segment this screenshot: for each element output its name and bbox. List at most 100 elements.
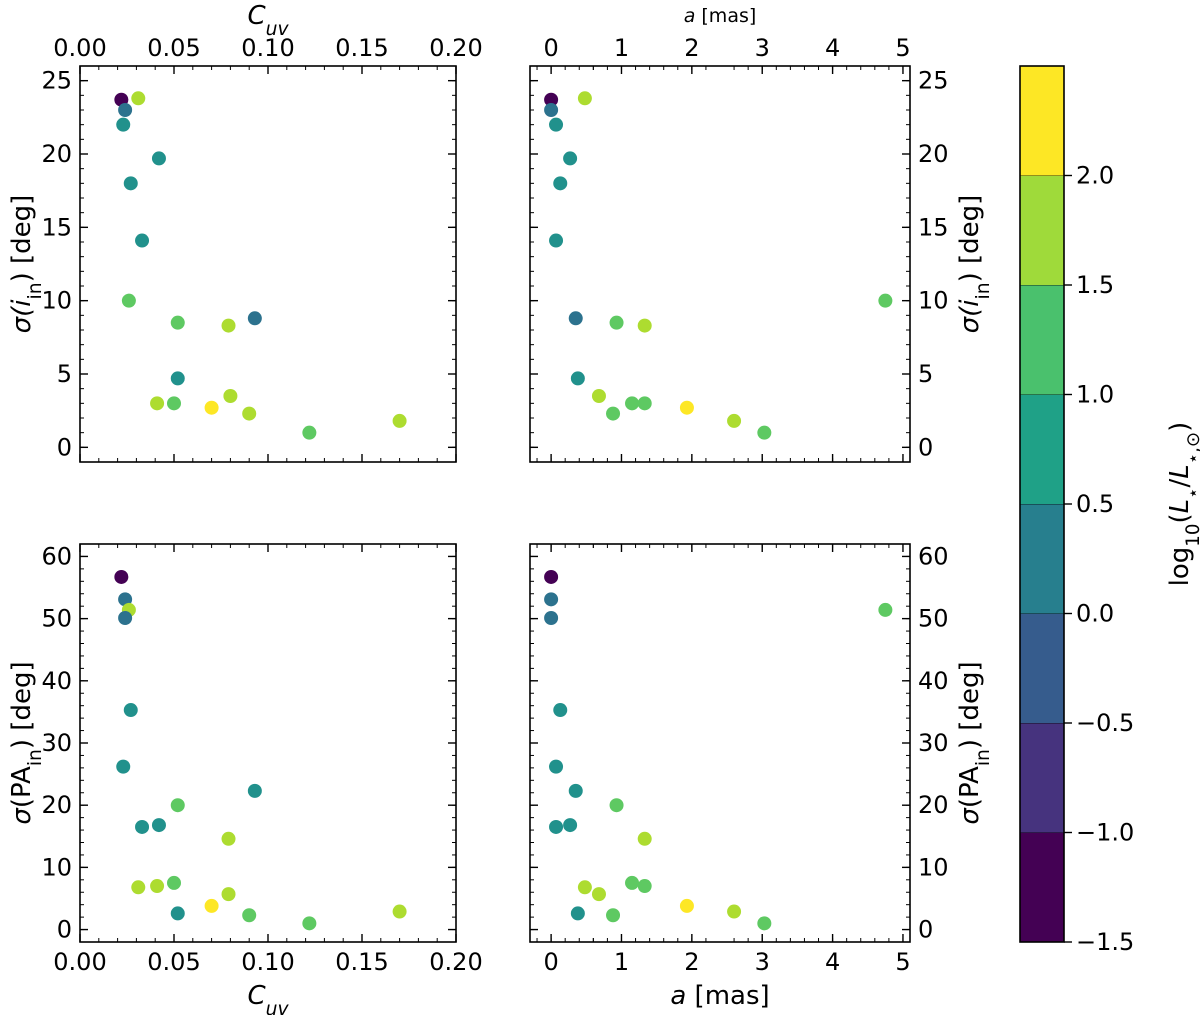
data-point (637, 831, 652, 846)
data-point (757, 916, 772, 931)
data-point (151, 818, 166, 833)
data-point (563, 818, 578, 833)
colorbar-bin (1020, 285, 1064, 395)
data-point (591, 389, 606, 403)
data-point (625, 396, 640, 411)
x-tick-label: 0.00 (53, 948, 106, 976)
colorbar-tick-label: −0.5 (1076, 709, 1134, 737)
y-tick-label: 60 (41, 542, 72, 570)
data-point (204, 898, 219, 913)
panel-bl: 0.00 0.05 0.10 0.15 0.20 0 10 20 30 40 50 60 σ(PAin)… (7, 542, 483, 1015)
data-point (116, 117, 131, 132)
data-point (553, 703, 568, 718)
data-point (204, 400, 219, 415)
data-point (544, 569, 559, 584)
data-point (568, 783, 583, 798)
y-tick-label: 20 (41, 140, 72, 168)
panel-tl: 0.00 0.05 0.10 0.15 0.20 0 5 10 15 20 25 σ(iin) [de… (7, 1, 483, 463)
x-tick-label: 4 (825, 34, 840, 62)
x-tick-label: 5 (895, 948, 910, 976)
data-point (591, 887, 606, 902)
y-axis-label: σ(PAin) [deg] (7, 661, 46, 824)
data-point (679, 400, 694, 415)
panel-tr: 0 1 2 3 4 5 0 5 10 15 20 25 σ(iin) [deg] a [mas] (529, 5, 994, 463)
y-tick-label: 0 (918, 916, 933, 944)
data-point (637, 318, 652, 333)
x-axis-label: Cuv (247, 981, 289, 1015)
data-point (553, 176, 568, 191)
x-tick-label: 0.05 (147, 34, 200, 62)
colorbar-tick-label: 0.0 (1076, 600, 1114, 628)
data-point (118, 592, 133, 607)
data-point (568, 311, 583, 326)
data-point (121, 293, 136, 308)
y-tick-label: 30 (41, 729, 72, 757)
y-axis-label: σ(PAin) [deg] (955, 661, 994, 824)
y-tick-label: 20 (918, 140, 949, 168)
x-tick-label: 0 (543, 948, 558, 976)
y-tick-label: 60 (918, 542, 949, 570)
data-point (727, 904, 742, 919)
data-point (242, 908, 257, 923)
data-point (727, 413, 742, 428)
data-point (221, 831, 236, 846)
y-tick-label: 40 (41, 667, 72, 695)
data-point (544, 92, 559, 107)
colorbar-tick-label: −1.5 (1076, 928, 1134, 956)
data-point (625, 875, 640, 890)
data-point (170, 906, 185, 921)
data-point (151, 151, 166, 166)
y-tick-label: 5 (57, 360, 72, 388)
y-tick-label: 0 (57, 433, 72, 461)
data-point (549, 759, 564, 774)
data-point (167, 875, 181, 890)
data-point (549, 117, 564, 132)
y-tick-label: 25 (41, 67, 72, 95)
x-tick-label: 3 (755, 34, 770, 62)
y-tick-label: 50 (41, 605, 72, 633)
data-point (577, 91, 592, 106)
y-tick-label: 20 (918, 791, 949, 819)
data-point (170, 798, 185, 813)
data-point (544, 592, 559, 607)
colorbar-tick-label: 0.5 (1076, 490, 1114, 518)
data-point (247, 311, 262, 326)
y-axis-label: σ(iin) [deg] (955, 195, 994, 334)
x-tick-label: 0.10 (241, 34, 294, 62)
data-point (544, 103, 559, 117)
x-tick-label: 0.20 (429, 34, 482, 62)
colorbar-bin (1020, 723, 1064, 833)
y-axis-label: σ(iin) [deg] (7, 195, 46, 334)
data-point (114, 569, 129, 584)
data-point (150, 396, 165, 411)
data-point (118, 103, 133, 117)
colorbar-bin (1020, 832, 1064, 942)
data-point (135, 819, 150, 834)
x-tick-label: 2 (684, 948, 699, 976)
y-tick-label: 0 (57, 916, 72, 944)
colorbar-bin (1020, 66, 1064, 176)
x-tick-label: 0.15 (335, 34, 388, 62)
y-tick-label: 5 (918, 360, 933, 388)
x-tick-label: 4 (825, 948, 840, 976)
x-axis-label: a [mas] (684, 5, 757, 27)
y-tick-label: 10 (918, 853, 949, 881)
data-point (679, 898, 694, 913)
data-point (878, 602, 893, 617)
colorbar-tick-label: 2.0 (1076, 162, 1114, 190)
x-tick-label: 1 (614, 948, 629, 976)
y-tick-label: 25 (918, 67, 949, 95)
data-point (549, 233, 564, 248)
colorbar-bin (1020, 175, 1064, 285)
y-tick-label: 50 (918, 605, 949, 633)
colorbar-tick-label: −1.0 (1076, 819, 1134, 847)
data-point (606, 406, 621, 421)
data-point (247, 783, 262, 798)
y-tick-label: 10 (41, 287, 72, 315)
data-point (150, 879, 165, 894)
y-tick-label: 15 (918, 213, 949, 241)
data-point (223, 389, 238, 403)
data-point (131, 91, 146, 106)
